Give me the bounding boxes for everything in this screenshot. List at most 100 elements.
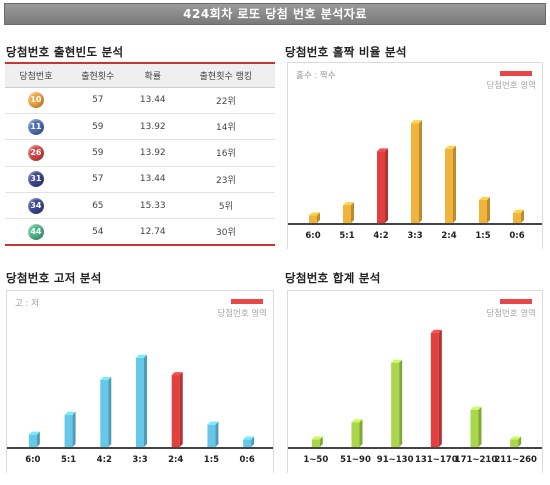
x-tick-label: 3:3 xyxy=(407,231,423,241)
bar-top xyxy=(64,411,76,415)
table-row: 10 57 13.44 22위 xyxy=(5,87,275,114)
bar-side xyxy=(438,329,442,447)
bar-chart-svg xyxy=(28,354,255,447)
bar-chart-svg xyxy=(309,120,524,223)
x-axis-line xyxy=(288,223,542,225)
bar-front xyxy=(309,215,317,223)
x-tick-label: 1:5 xyxy=(203,455,220,465)
sum-chart: 당첨번호 영역 1~50 51~90 91~130 131~170 171~210 211… xyxy=(287,290,543,473)
number-cell: 26 xyxy=(5,139,67,167)
section-title-high-low: 당첨번호 고저 분석 xyxy=(6,271,102,285)
rank-cell: 16위 xyxy=(176,139,275,167)
chart-axis-label: 홀수 : 짝수 xyxy=(296,71,336,81)
bar-3:3 xyxy=(411,120,422,223)
bar-side xyxy=(72,411,76,447)
bar-side xyxy=(359,419,363,447)
rank-cell: 22위 xyxy=(176,87,275,114)
bar-front xyxy=(64,414,73,447)
x-tick-label: 0:6 xyxy=(239,455,255,465)
section-title-sum: 당첨번호 합계 분석 xyxy=(285,271,381,285)
bar-top xyxy=(343,202,354,206)
x-tick-label: 5:1 xyxy=(60,455,77,465)
count-cell: 54 xyxy=(66,218,129,247)
bar-chart-svg xyxy=(311,329,522,447)
bar-front xyxy=(28,434,37,447)
table-row: 34 65 15.33 5위 xyxy=(5,192,275,220)
bar-51~90 xyxy=(351,419,363,447)
x-tick-label: 2:4 xyxy=(441,231,457,241)
bar-1:5 xyxy=(479,196,490,223)
bar-5:1 xyxy=(343,202,354,223)
x-axis-line xyxy=(288,447,542,449)
rank-cell: 30위 xyxy=(176,218,275,247)
number-cell: 44 xyxy=(5,218,67,247)
bar-front xyxy=(243,439,252,447)
legend-label: 당첨번호 영역 xyxy=(486,309,536,319)
legend-label: 당첨번호 영역 xyxy=(217,309,267,319)
lotto-ball: 10 xyxy=(27,92,44,109)
bar-front xyxy=(377,151,385,223)
bar-front xyxy=(343,205,351,223)
bar-top xyxy=(411,120,422,124)
bar-4:2 xyxy=(377,148,388,223)
bar-front xyxy=(513,212,521,223)
bar-top xyxy=(430,329,442,333)
x-tick-label: 6:0 xyxy=(25,455,41,465)
frequency-table: 당첨번호 출현횟수 확률 출현횟수 랭킹 10 57 13.44 22위 11 59 13.… xyxy=(5,62,275,247)
bar-4:2 xyxy=(100,377,112,447)
bar-front xyxy=(445,148,453,223)
bar-side xyxy=(36,431,40,447)
table-header-row: 당첨번호 출현횟수 확률 출현횟수 랭킹 xyxy=(5,62,275,88)
header-number: 당첨번호 xyxy=(5,62,67,88)
bar-side xyxy=(521,209,524,223)
probability-cell: 13.44 xyxy=(128,166,177,194)
bar-front xyxy=(391,362,400,447)
bar-2:4 xyxy=(171,372,183,447)
bar-6:0 xyxy=(309,212,320,223)
bar-side xyxy=(351,202,354,223)
chart-axis-label: 고 : 저 xyxy=(15,299,39,309)
bar-1~50 xyxy=(311,436,323,447)
bar-front xyxy=(136,357,144,447)
bar-front xyxy=(479,199,487,223)
table-row: 26 59 13.92 16위 xyxy=(5,139,275,167)
x-tick-label: 0:6 xyxy=(509,231,525,241)
bar-top xyxy=(510,436,522,440)
bar-front xyxy=(510,439,519,447)
bar-0:6 xyxy=(243,436,255,447)
probability-cell: 13.44 xyxy=(128,87,177,114)
bar-side xyxy=(319,436,323,447)
rank-cell: 5위 xyxy=(176,192,275,220)
table-row: 11 59 13.92 14위 xyxy=(5,113,275,141)
odd-even-chart: 홀수 : 짝수 당첨번호 영역 6:0 5:1 4:2 3:3 2:4 1:5 0:6 xyxy=(287,62,543,249)
table-row: 44 54 12.74 30위 xyxy=(5,218,275,247)
number-cell: 10 xyxy=(5,87,67,114)
probability-cell: 13.92 xyxy=(128,113,177,141)
x-tick-label: 171~210 xyxy=(454,455,498,465)
probability-cell: 13.92 xyxy=(128,139,177,167)
number-cell: 34 xyxy=(5,192,67,220)
count-cell: 65 xyxy=(66,192,129,220)
bar-211~260 xyxy=(510,436,522,447)
bar-front xyxy=(430,332,439,447)
rank-cell: 23위 xyxy=(176,166,275,194)
bar-1:5 xyxy=(207,421,219,447)
legend-swatch xyxy=(231,299,263,304)
bar-top xyxy=(311,436,323,440)
bar-131~170 xyxy=(430,329,442,447)
bar-front xyxy=(470,409,479,447)
legend-swatch xyxy=(500,71,532,76)
bar-front xyxy=(100,380,109,447)
bar-side xyxy=(478,406,482,447)
bar-front xyxy=(171,375,180,447)
count-cell: 57 xyxy=(66,166,129,194)
bar-side xyxy=(518,436,522,447)
probability-cell: 15.33 xyxy=(128,192,177,220)
bar-side xyxy=(215,421,219,447)
bar-side xyxy=(385,148,388,223)
number-cell: 11 xyxy=(5,113,67,141)
x-tick-label: 3:3 xyxy=(132,455,148,465)
x-tick-label: 6:0 xyxy=(305,231,321,241)
bar-top xyxy=(309,212,320,216)
bar-6:0 xyxy=(28,431,40,447)
